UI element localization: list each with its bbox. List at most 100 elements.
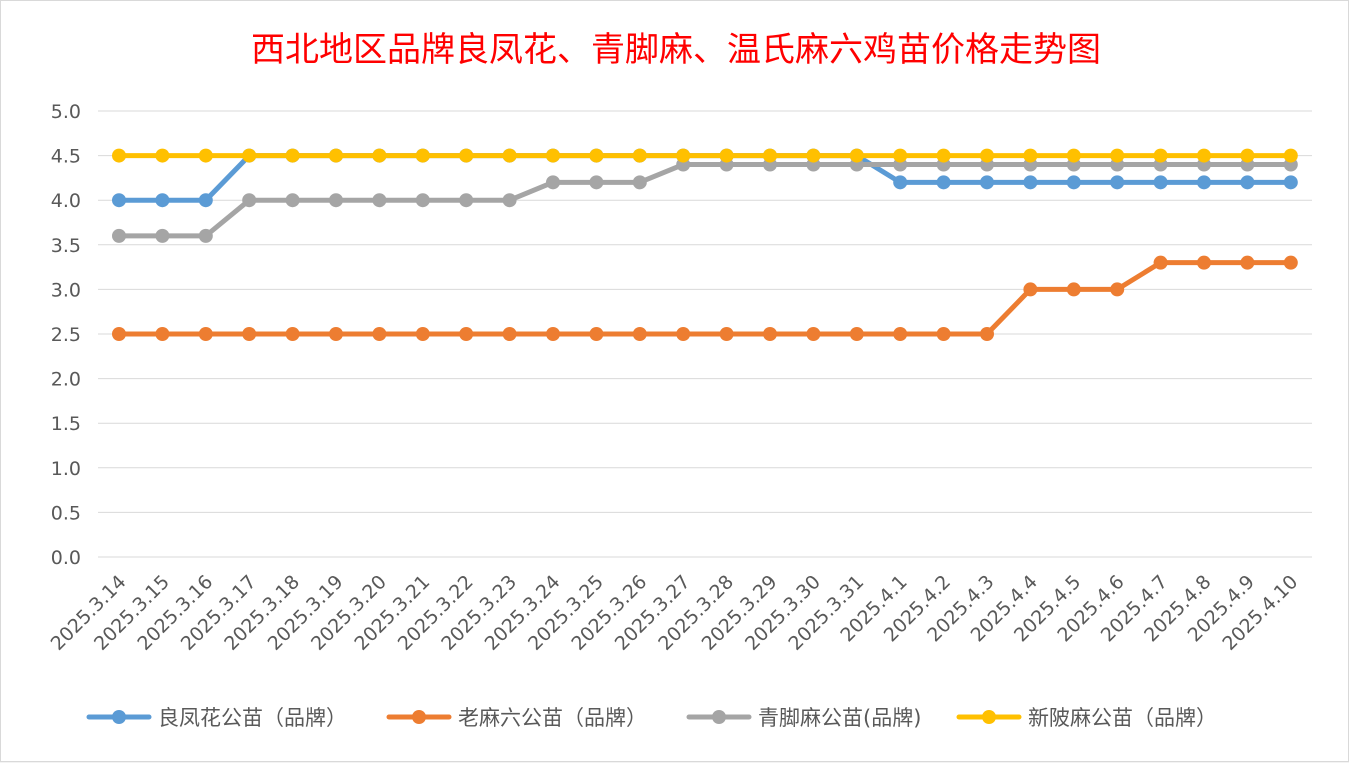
data-point [1066, 148, 1081, 163]
legend-label: 老麻六公苗（品牌） [458, 706, 647, 730]
data-point [112, 148, 126, 163]
legend-label: 新陂麻公苗（品牌） [1028, 706, 1217, 730]
data-point [242, 148, 257, 163]
data-point [502, 148, 517, 163]
series-4 [112, 148, 1298, 163]
data-point [893, 148, 908, 163]
data-point [806, 327, 821, 341]
data-point [112, 228, 126, 243]
y-axis: 0.0 0.5 1.0 1.5 2.0 2.5 3.0 3.5 4.0 4.5 5.0 [51, 101, 81, 569]
data-point [198, 193, 213, 208]
data-point [1240, 148, 1255, 163]
series-line [116, 162, 1294, 239]
data-point [1066, 282, 1081, 297]
y-tick-label: 0.5 [51, 502, 81, 524]
legend-marker [712, 710, 726, 724]
data-point [155, 148, 170, 163]
data-point [719, 148, 734, 163]
legend-item: 新陂麻公苗（品牌） [956, 706, 1217, 730]
data-point [1240, 255, 1255, 270]
data-point [893, 175, 908, 190]
data-point [198, 148, 213, 163]
data-point [1153, 255, 1168, 270]
legend-label: 良凤花公苗（品牌） [158, 706, 347, 730]
data-point [1197, 175, 1211, 190]
data-point [849, 148, 864, 163]
data-point [589, 327, 604, 341]
data-point [155, 228, 170, 243]
data-point [242, 193, 257, 208]
data-point [155, 327, 170, 341]
legend-item: 良凤花公苗（品牌） [86, 706, 347, 730]
data-point [155, 193, 170, 208]
data-point [1110, 282, 1125, 297]
data-point [936, 175, 951, 190]
data-point [893, 327, 908, 341]
data-point [546, 148, 560, 163]
y-tick-label: 4.5 [51, 146, 81, 168]
data-point [1023, 175, 1038, 190]
data-point [1283, 175, 1298, 190]
legend-label: 青脚麻公苗(品牌) [758, 706, 921, 730]
data-point [1240, 175, 1255, 190]
data-point [459, 327, 474, 341]
data-point [112, 193, 126, 208]
data-point [1283, 148, 1298, 163]
data-point [632, 175, 647, 190]
data-point [1023, 148, 1038, 163]
data-point [849, 327, 864, 341]
data-point [502, 327, 517, 341]
y-tick-label: 4.0 [51, 190, 81, 212]
data-point [1153, 175, 1168, 190]
data-point [546, 175, 560, 190]
data-point [589, 148, 604, 163]
y-tick-label: 0.0 [51, 547, 81, 569]
series-lines [112, 148, 1298, 341]
data-point [372, 327, 387, 341]
data-point [1197, 148, 1211, 163]
x-axis: 2025.3.142025.3.152025.3.162025.3.172025… [47, 571, 1303, 655]
y-tick-label: 1.0 [51, 458, 81, 480]
data-point [719, 327, 734, 341]
y-tick-label: 3.0 [51, 279, 81, 301]
data-point [632, 148, 647, 163]
data-point [415, 327, 430, 341]
data-point [112, 327, 126, 341]
data-point [1197, 255, 1211, 270]
data-point [806, 148, 821, 163]
y-tick-label: 2.0 [51, 369, 81, 391]
data-point [632, 327, 647, 341]
data-point [1110, 175, 1125, 190]
data-point [936, 148, 951, 163]
data-point [676, 148, 691, 163]
data-point [415, 148, 430, 163]
data-point [676, 327, 691, 341]
data-point [285, 193, 300, 208]
data-point [329, 193, 343, 208]
data-point [459, 193, 474, 208]
data-point [1153, 148, 1168, 163]
legend: 良凤花公苗（品牌） 老麻六公苗（品牌） 青脚麻公苗(品牌) 新陂麻公苗（品牌） [86, 706, 1217, 730]
series-2 [112, 255, 1298, 341]
legend-marker [412, 710, 426, 724]
data-point [329, 327, 343, 341]
y-tick-label: 3.5 [51, 235, 81, 257]
data-point [285, 148, 300, 163]
legend-item: 老麻六公苗（品牌） [386, 706, 647, 730]
data-point [1023, 282, 1038, 297]
data-point [285, 327, 300, 341]
data-point [372, 193, 387, 208]
data-point [1066, 175, 1081, 190]
data-point [415, 193, 430, 208]
legend-marker [982, 710, 996, 724]
data-point [1283, 255, 1298, 270]
data-point [242, 327, 257, 341]
series-line [116, 260, 1294, 337]
y-tick-label: 2.5 [51, 324, 81, 346]
data-point [980, 327, 994, 341]
data-point [980, 175, 994, 190]
data-point [329, 148, 343, 163]
data-point [763, 148, 777, 163]
